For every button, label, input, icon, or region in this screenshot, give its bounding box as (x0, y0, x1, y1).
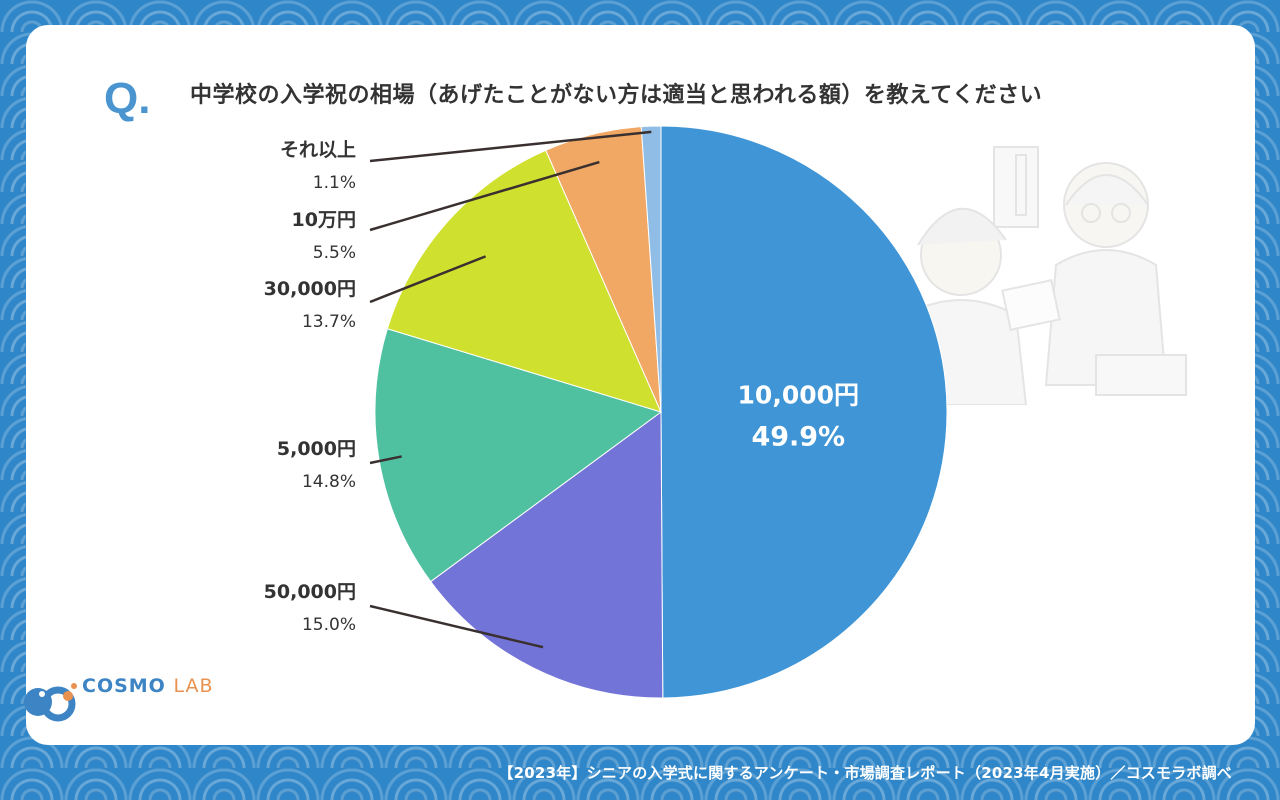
chart-title: 中学校の入学祝の相場（あげたことがない方は適当と思われる額）を教えてください (190, 83, 1043, 108)
pie-slice (640, 125, 662, 413)
leader-line (369, 255, 487, 304)
q-dot: . (138, 74, 151, 123)
pie-slice (386, 149, 662, 413)
question-mark-heading: Q. (104, 77, 150, 121)
leader-line (369, 604, 544, 649)
source-note: 【2023年】シニアの入学式に関するアンケート・市場調査レポート（2023年4月… (498, 764, 1232, 782)
slice-value-label: 13.7% (302, 312, 356, 332)
slice-label: 10,000円 (738, 381, 859, 410)
slice-value-label: 14.8% (302, 472, 356, 492)
slice-label: 50,000円 (264, 581, 356, 603)
slice-label: 30,000円 (264, 278, 356, 300)
slice-value-label: 49.9% (751, 422, 845, 453)
pie-slice (660, 125, 948, 699)
slice-label: 10万円 (292, 209, 356, 231)
pie-slice (429, 411, 664, 699)
leader-line (369, 160, 600, 232)
logo-cosmo-text: COSMO (82, 675, 166, 697)
slice-value-label: 5.5% (313, 243, 356, 263)
slice-value-label: 15.0% (302, 615, 356, 635)
slice-label: 5,000円 (277, 438, 356, 460)
logo-wordmark: COSMO LAB (82, 675, 214, 697)
slice-label: それ以上 (280, 139, 356, 161)
slice-value-label: 1.1% (313, 173, 356, 193)
q-letter: Q (104, 74, 139, 123)
leader-line (369, 130, 652, 163)
leader-line (369, 455, 402, 465)
cosmo-lab-logo-icon (24, 683, 77, 722)
logo-lab-text: LAB (173, 675, 214, 697)
